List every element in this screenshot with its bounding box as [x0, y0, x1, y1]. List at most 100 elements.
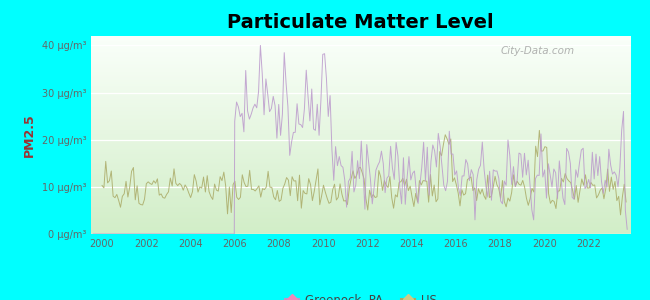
Bar [91, 141, 630, 142]
Bar [91, 40, 630, 41]
Bar [91, 39, 630, 40]
Bar [91, 49, 630, 50]
Bar [91, 93, 630, 94]
Bar [91, 124, 630, 125]
Bar [91, 201, 630, 202]
Bar [91, 192, 630, 194]
Bar [91, 213, 630, 214]
Bar [91, 207, 630, 208]
Bar [91, 122, 630, 123]
Bar [91, 206, 630, 207]
Bar [91, 168, 630, 169]
Bar [91, 166, 630, 167]
Bar [91, 94, 630, 95]
Bar [91, 69, 630, 70]
Bar [91, 95, 630, 96]
Bar [91, 176, 630, 177]
Bar [91, 82, 630, 83]
Bar [91, 159, 630, 160]
Bar [91, 148, 630, 149]
Bar [91, 70, 630, 71]
Bar [91, 126, 630, 127]
Bar [91, 228, 630, 229]
Bar [91, 198, 630, 200]
Bar [91, 231, 630, 232]
Bar [91, 165, 630, 166]
Bar [91, 100, 630, 101]
Bar [91, 130, 630, 131]
Bar [91, 132, 630, 133]
Bar [91, 71, 630, 72]
Bar [91, 190, 630, 191]
Bar [91, 72, 630, 73]
Bar [91, 57, 630, 58]
Bar [91, 111, 630, 112]
Bar [91, 161, 630, 162]
Bar [91, 106, 630, 107]
Bar [91, 169, 630, 170]
Bar [91, 149, 630, 150]
Bar [91, 233, 630, 234]
Bar [91, 172, 630, 174]
Bar [91, 229, 630, 230]
Bar [91, 162, 630, 163]
Bar [91, 80, 630, 82]
Bar [91, 96, 630, 98]
Bar [91, 37, 630, 38]
Bar [91, 152, 630, 153]
Bar [91, 38, 630, 39]
Bar [91, 179, 630, 181]
Bar [91, 104, 630, 105]
Bar [91, 196, 630, 197]
Bar [91, 41, 630, 42]
Bar [91, 120, 630, 121]
Bar [91, 109, 630, 110]
Bar [91, 181, 630, 182]
Bar [91, 156, 630, 157]
Title: Particulate Matter Level: Particulate Matter Level [227, 13, 494, 32]
Bar [91, 216, 630, 217]
Bar [91, 50, 630, 51]
Bar [91, 175, 630, 176]
Bar [91, 60, 630, 61]
Bar [91, 224, 630, 225]
Bar [91, 227, 630, 228]
Bar [91, 200, 630, 201]
Text: City-Data.com: City-Data.com [501, 46, 575, 56]
Bar [91, 103, 630, 104]
Bar [91, 63, 630, 64]
Bar [91, 184, 630, 185]
Bar [91, 59, 630, 60]
Bar [91, 92, 630, 93]
Bar [91, 217, 630, 218]
Bar [91, 74, 630, 75]
Bar [91, 128, 630, 129]
Bar [91, 129, 630, 130]
Bar [91, 232, 630, 233]
Bar [91, 65, 630, 66]
Bar [91, 188, 630, 190]
Bar [91, 83, 630, 85]
Bar [91, 185, 630, 187]
Bar [91, 187, 630, 188]
Bar [91, 45, 630, 46]
Bar [91, 139, 630, 140]
Bar [91, 202, 630, 203]
Bar [91, 54, 630, 55]
Bar [91, 82, 630, 83]
Bar [91, 66, 630, 67]
Bar [91, 218, 630, 219]
Bar [91, 154, 630, 155]
Bar [91, 171, 630, 172]
Bar [91, 113, 630, 114]
Y-axis label: PM2.5: PM2.5 [23, 113, 36, 157]
Bar [91, 90, 630, 92]
Bar [91, 78, 630, 79]
Bar [91, 62, 630, 63]
Bar [91, 222, 630, 223]
Bar [91, 138, 630, 139]
Bar [91, 110, 630, 111]
Bar [91, 143, 630, 144]
Bar [91, 153, 630, 154]
Bar [91, 136, 630, 137]
